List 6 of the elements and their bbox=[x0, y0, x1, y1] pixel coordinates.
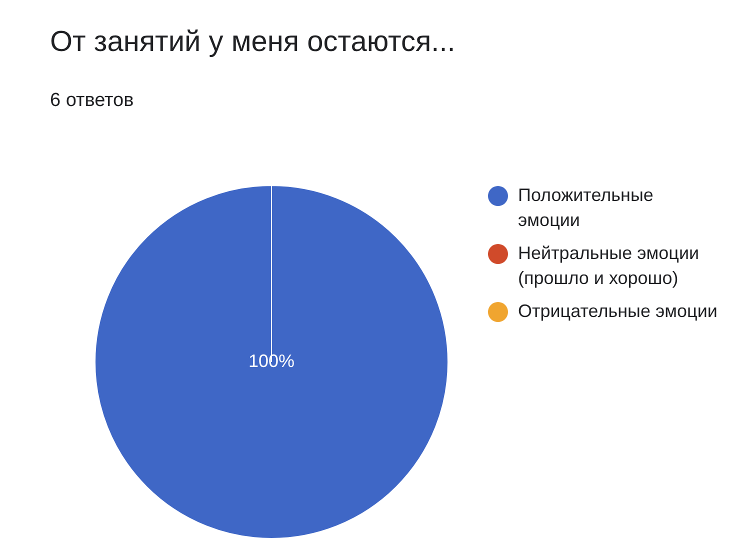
data-label: 100% bbox=[248, 350, 295, 371]
legend-label: Отрицательные эмоции bbox=[518, 300, 718, 323]
legend-label: Нейтральные эмоции (прошло и хорошо) bbox=[518, 242, 700, 290]
chart-subtitle: 6 ответов bbox=[50, 90, 134, 112]
chart-title: От занятий у меня остаются... bbox=[50, 26, 456, 59]
legend-label: Положительные эмоции bbox=[518, 184, 654, 232]
